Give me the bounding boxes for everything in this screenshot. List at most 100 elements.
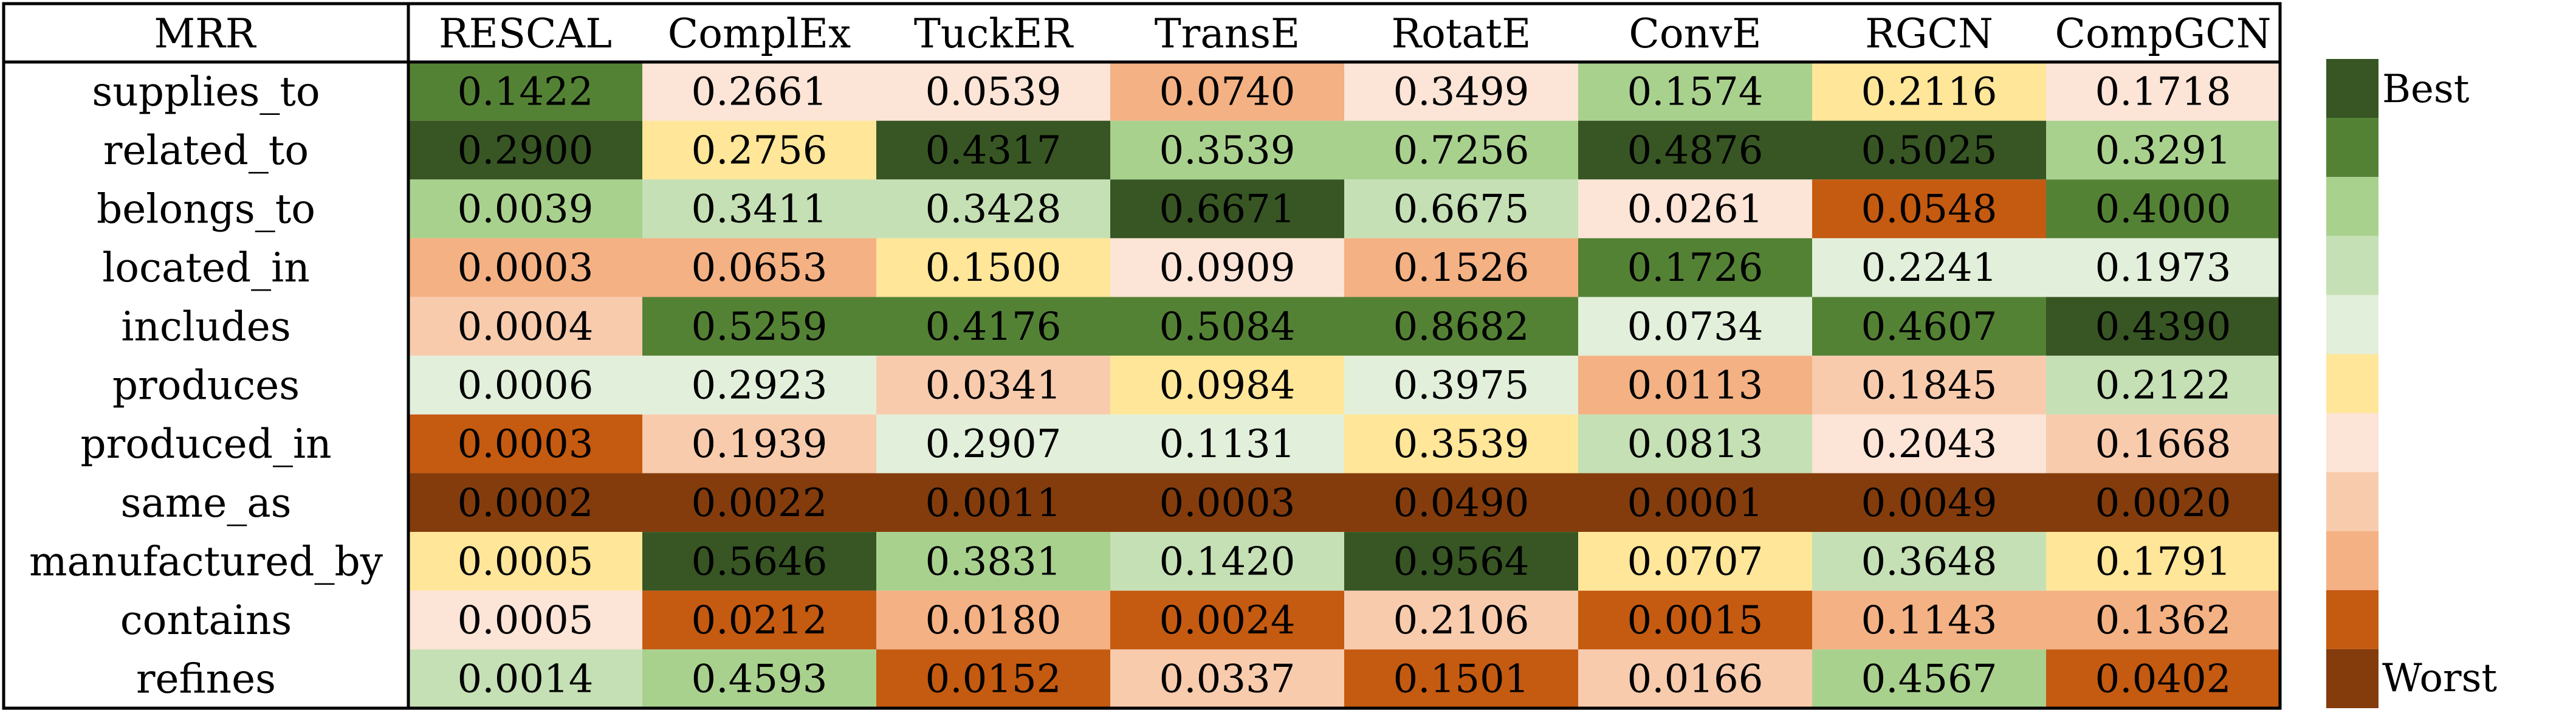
cell-value: 0.1668 [2095,422,2231,467]
heatmap-cell [2046,297,2280,356]
heatmap-cell [1344,532,1578,591]
legend-swatch [2326,531,2379,590]
cell-value: 0.1939 [692,422,828,467]
cell-value: 0.0813 [1627,422,1764,467]
cell-value: 0.1574 [1627,69,1764,114]
row-label: manufactured_by [29,538,383,585]
cell-value: 0.5025 [1861,128,1997,173]
column-header: ComplEx [668,10,851,57]
legend-swatch [2326,649,2379,708]
heatmap-cells [408,62,2280,708]
heatmap-cell [1812,297,2046,356]
row-label: produces [112,362,300,409]
cell-value: 0.0049 [1861,481,1997,526]
heatmap-cell [408,297,642,356]
heatmap-cell [408,179,642,238]
legend-swatch [2326,472,2379,531]
heatmap-cell [1812,356,2046,415]
cell-value: 0.3539 [1393,422,1530,467]
cell-value: 0.0014 [458,657,594,702]
heatmap-cell [1578,62,1812,121]
legend-swatch [2326,295,2379,354]
heatmap-cell [1344,120,1578,180]
heatmap-cell [1812,649,2046,708]
heatmap-cell [1812,414,2046,474]
heatmap-cell [642,238,876,297]
heatmap-cell [876,414,1110,474]
heatmap-cell [1344,62,1578,121]
cell-value: 0.0707 [1627,539,1764,584]
cell-value: 0.4317 [926,128,1062,173]
heatmap-cell [2046,532,2280,591]
column-header: RGCN [1865,10,1993,57]
column-header: TuckER [914,10,1074,57]
cell-value: 0.5646 [692,539,828,584]
cell-value: 0.3539 [1159,128,1296,173]
heatmap-cell [1812,120,2046,180]
heatmap-cell [2046,414,2280,474]
heatmap-cell [1578,649,1812,708]
legend-swatch [2326,177,2379,236]
heatmap-cell [642,649,876,708]
heatmap-cell [408,532,642,591]
cell-value: 0.0113 [1627,364,1764,408]
heatmap-cell [1344,590,1578,650]
row-label: refines [136,656,276,703]
heatmap-cell [642,356,876,415]
heatmap-labels: MRR RESCAL ComplEx TuckER TransE RotatE ConvE… [29,10,2272,703]
heatmap-cell [1110,590,1344,650]
heatmap-cell [642,179,876,238]
heatmap-cell [1344,356,1578,415]
cell-value: 0.2122 [2095,364,2231,408]
heatmap-cell [1110,356,1344,415]
heatmap-cell [1578,179,1812,238]
cell-value: 0.3411 [692,187,828,232]
cell-value: 0.1500 [926,246,1062,291]
heatmap-cell [408,62,642,121]
heatmap-cell [642,590,876,650]
cell-value: 0.0020 [2095,481,2231,526]
heatmap-cell [408,590,642,650]
cell-value: 0.4607 [1861,305,1997,350]
cell-value: 0.2116 [1861,69,1997,114]
heatmap-cell [1110,62,1344,121]
heatmap-cell [1344,179,1578,238]
cell-value: 0.2907 [926,422,1062,467]
cell-value: 0.1791 [2095,539,2231,584]
row-label: contains [120,597,292,644]
row-label: produced_in [80,421,331,467]
cell-value: 0.0166 [1627,657,1764,702]
legend-swatch [2326,354,2379,413]
legend-worst-label: Worst [2382,656,2497,701]
cell-value: 0.0004 [458,305,594,350]
cell-value: 0.2661 [692,69,828,114]
heatmap-cell [876,179,1110,238]
heatmap-cell [2046,179,2280,238]
cell-value: 0.3975 [1393,364,1530,408]
cell-value: 0.0006 [458,364,594,408]
column-header: ConvE [1629,10,1761,57]
cell-value: 0.1718 [2095,69,2231,114]
cell-value: 0.0005 [458,539,594,584]
cell-value: 0.3831 [926,539,1062,584]
cell-value: 0.0024 [1159,598,1296,643]
cell-value: 0.0152 [926,657,1062,702]
cell-value: 0.5084 [1159,305,1296,350]
heatmap-cell [1110,414,1344,474]
cell-value: 0.1526 [1393,246,1530,291]
cell-value: 0.7256 [1393,128,1530,173]
column-header: CompGCN [2055,10,2271,57]
cell-value: 0.0984 [1159,364,1296,408]
heatmap-cell [876,120,1110,180]
heatmap-cell [642,62,876,121]
cell-value: 0.4000 [2095,187,2231,232]
heatmap-cell [1110,179,1344,238]
heatmap-cell [1812,532,2046,591]
corner-label: MRR [154,10,257,57]
heatmap-cell [2046,62,2280,121]
heatmap-cell [1110,532,1344,591]
heatmap-cell [2046,356,2280,415]
heatmap-cell [642,532,876,591]
row-label: related_to [103,127,309,174]
heatmap-cell [408,414,642,474]
